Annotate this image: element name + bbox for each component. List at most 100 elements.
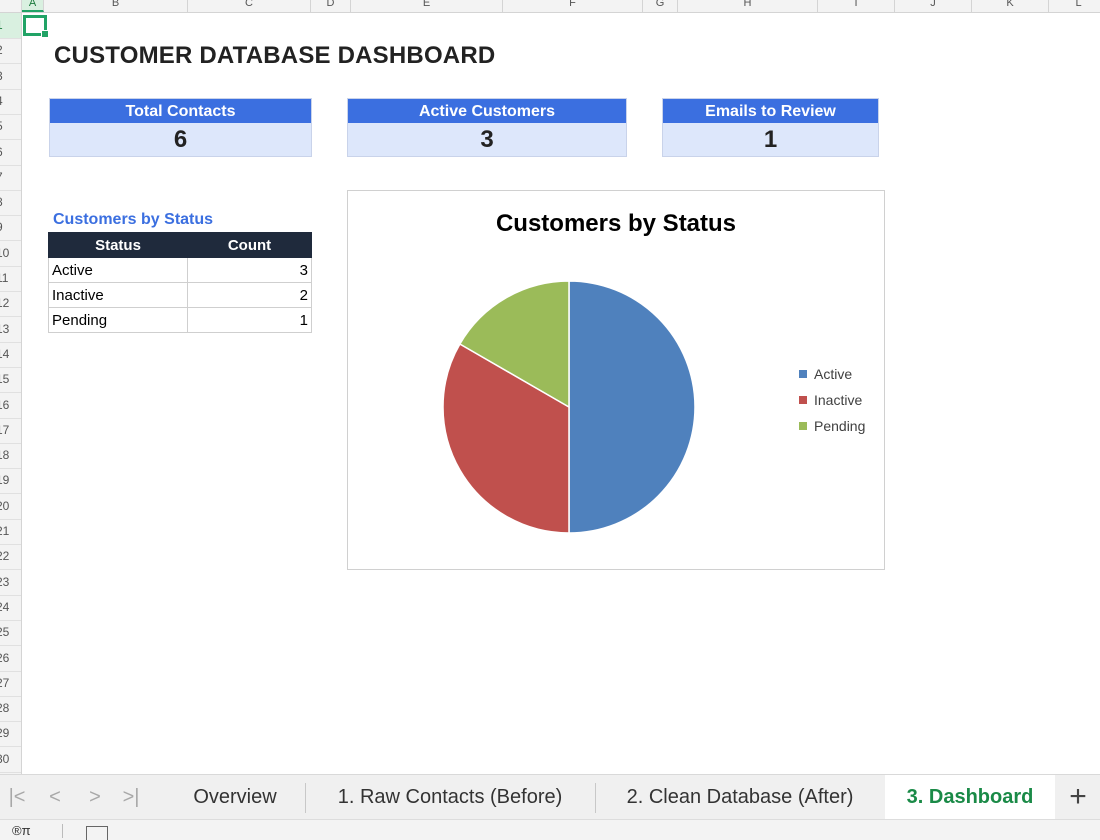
chart-title[interactable]: Customers by Status (496, 210, 736, 237)
legend-swatch-pending (799, 422, 807, 430)
selected-cell-cursor[interactable] (23, 15, 49, 38)
kpi-label: Active Customers (348, 99, 626, 123)
kpi-value: 3 (480, 126, 494, 153)
kpi-label: Total Contacts (50, 99, 311, 123)
status-table-title[interactable]: Customers by Status (53, 211, 214, 228)
pie-slice-pending[interactable] (458, 280, 570, 409)
row-header-29[interactable]: 29 (0, 721, 21, 748)
kpi-value: 6 (173, 126, 188, 153)
pie-chart[interactable]: Customers by Status Active Inactive Pendin… (347, 190, 885, 570)
row-header-6[interactable]: 6 (0, 140, 21, 166)
tab-divider (595, 783, 596, 813)
row-header-4[interactable]: 4 (0, 89, 21, 115)
sheet-view-icon[interactable] (86, 826, 108, 840)
row-header-18[interactable]: 18 (0, 443, 21, 470)
table-header-status[interactable]: Status (48, 232, 188, 258)
tab-clean-database[interactable]: 2. Clean Database (After) (626, 786, 854, 808)
row-header-5[interactable]: 5 (0, 114, 21, 141)
table-cell-count[interactable]: 1 (187, 307, 312, 333)
row-header-10[interactable]: 10 (0, 241, 21, 267)
row-header-2[interactable]: 2 (0, 38, 21, 65)
row-header-16[interactable]: 16 (0, 393, 21, 419)
last-sheet-nav-icon[interactable]: >| (122, 786, 140, 808)
column-header-f[interactable]: F (503, 0, 643, 12)
table-cell-status[interactable]: Pending (48, 307, 188, 333)
column-header-b[interactable]: B (44, 0, 188, 12)
legend-swatch-inactive (799, 396, 807, 404)
row-header-25[interactable]: 25 (0, 620, 21, 647)
table-cell-count[interactable]: 2 (187, 282, 312, 308)
row-header-13[interactable]: 13 (0, 317, 21, 343)
first-sheet-nav-icon[interactable]: |< (8, 786, 26, 808)
select-all-corner[interactable] (0, 0, 22, 12)
row-header-7[interactable]: 7 (0, 165, 21, 191)
tab-overview[interactable]: Overview (193, 786, 277, 808)
row-header-12[interactable]: 12 (0, 291, 21, 318)
column-header-h[interactable]: H (678, 0, 818, 12)
tab-divider (305, 783, 306, 813)
chart-legend[interactable]: Active Inactive Pending (799, 366, 865, 434)
row-header-8[interactable]: 8 (0, 190, 21, 217)
table-header-row: Status Count (48, 232, 312, 258)
legend-swatch-active (799, 370, 807, 378)
next-sheet-nav-icon[interactable]: > (89, 786, 101, 808)
tab-dashboard[interactable]: 3. Dashboard (885, 775, 1055, 820)
table-cell-status[interactable]: Active (48, 257, 188, 283)
kpi-label: Emails to Review (663, 99, 878, 123)
tab-raw-contacts[interactable]: 1. Raw Contacts (Before) (337, 786, 563, 808)
status-bar-divider (62, 824, 63, 838)
prev-sheet-nav-icon[interactable]: < (49, 786, 61, 808)
column-header-g[interactable]: G (643, 0, 678, 12)
table-row: Inactive 2 (48, 282, 312, 308)
row-header-19[interactable]: 19 (0, 468, 21, 495)
table-cell-status[interactable]: Inactive (48, 282, 188, 308)
row-header-3[interactable]: 3 (0, 64, 21, 90)
row-header-22[interactable]: 22 (0, 544, 21, 571)
row-header-bar: 1234567891011121314151617181920212223242… (0, 13, 22, 774)
kpi-value: 1 (763, 126, 778, 153)
pie-slice-inactive[interactable] (442, 342, 570, 534)
row-header-15[interactable]: 15 (0, 367, 21, 394)
row-header-30[interactable]: 30 (0, 747, 21, 773)
row-header-20[interactable]: 20 (0, 494, 21, 520)
table-row: Pending 1 (48, 307, 312, 333)
row-header-17[interactable]: 17 (0, 418, 21, 444)
row-header-9[interactable]: 9 (0, 215, 21, 242)
row-header-24[interactable]: 24 (0, 595, 21, 621)
column-header-j[interactable]: J (895, 0, 972, 12)
column-header-a[interactable]: A (22, 0, 44, 12)
row-header-1[interactable]: 1 (0, 13, 21, 39)
fill-handle[interactable] (41, 30, 49, 38)
status-bar: ®π (0, 819, 1100, 840)
row-header-26[interactable]: 26 (0, 646, 21, 672)
column-header-e[interactable]: E (351, 0, 503, 12)
add-sheet-button[interactable]: + (1069, 780, 1087, 813)
row-header-27[interactable]: 27 (0, 671, 21, 697)
row-header-14[interactable]: 14 (0, 342, 21, 368)
table-row: Active 3 (48, 257, 312, 283)
pie-chart-svg: Customers by Status Active Inactive Pendin… (442, 210, 865, 534)
row-header-23[interactable]: 23 (0, 570, 21, 596)
status-table: Status Count Active 3 Inactive 2 Pending… (48, 232, 312, 333)
row-header-21[interactable]: 21 (0, 519, 21, 545)
column-header-k[interactable]: K (972, 0, 1049, 12)
row-header-11[interactable]: 11 (0, 266, 21, 292)
column-header-d[interactable]: D (311, 0, 351, 12)
dashboard-title[interactable]: CUSTOMER DATABASE DASHBOARD (54, 42, 496, 69)
pie-slices (442, 280, 696, 534)
kpi-card-total-contacts[interactable]: Total Contacts 6 (49, 98, 312, 157)
status-bar-text[interactable]: ®π (12, 823, 31, 838)
pie-slice-active[interactable] (568, 280, 696, 534)
column-header-c[interactable]: C (188, 0, 311, 12)
legend-label-pending: Pending (814, 418, 865, 434)
table-cell-count[interactable]: 3 (187, 257, 312, 283)
kpi-card-active-customers[interactable]: Active Customers 3 (347, 98, 627, 157)
column-header-i[interactable]: I (818, 0, 895, 12)
row-header-28[interactable]: 28 (0, 696, 21, 723)
legend-label-active: Active (814, 366, 852, 382)
legend-label-inactive: Inactive (814, 392, 862, 408)
kpi-card-emails-to-review[interactable]: Emails to Review 1 (662, 98, 879, 157)
column-header-l[interactable]: L (1049, 0, 1100, 12)
table-header-count[interactable]: Count (187, 232, 312, 258)
